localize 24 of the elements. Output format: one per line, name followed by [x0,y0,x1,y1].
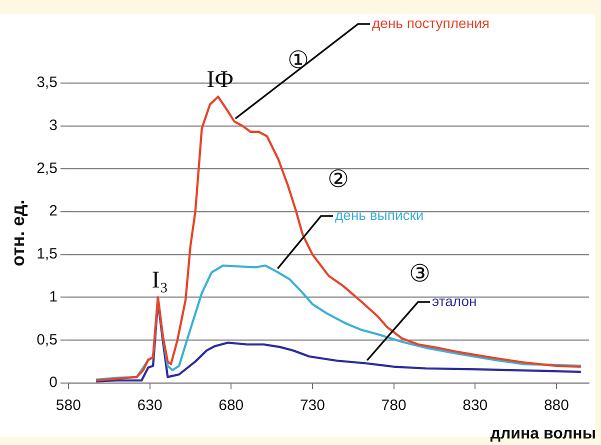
y-tick-label: 3,5 [36,74,58,92]
y-tick-label: 2 [49,202,58,220]
annotation: I₃ [152,268,168,294]
y-tick-label: 3 [49,117,58,134]
y-tick-label: 0 [49,374,58,392]
y-tick-label: 1,5 [36,246,58,263]
annotation: IФ [206,67,234,94]
x-tick-label: 780 [381,397,406,414]
text: день выписки [335,206,424,223]
x-tick-label: 830 [462,397,488,414]
x-tick-label: 880 [544,397,569,414]
y-tick-label: 1 [49,288,58,306]
text: эталон [432,292,477,309]
y-tick-label: 0,5 [36,331,58,348]
x-axis-title: длина волны [490,425,596,442]
y-tick-label: 2,5 [36,160,58,177]
x-tick-label: 730 [300,397,325,414]
x-tick-label: 630 [137,397,162,414]
annotation: ② [328,164,350,193]
x-tick-label: 580 [56,397,81,414]
annotation: ③ [409,260,432,288]
x-tick-label: 680 [218,397,244,414]
text: день поступления [372,14,490,31]
y-axis-title: отн. ед. [8,200,28,266]
